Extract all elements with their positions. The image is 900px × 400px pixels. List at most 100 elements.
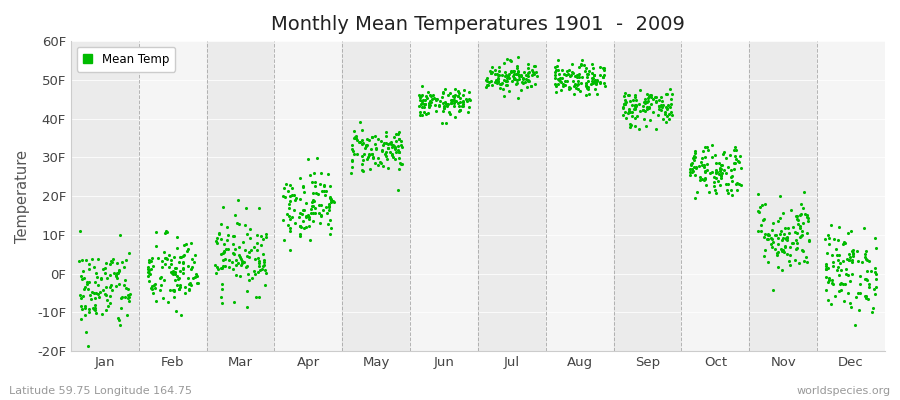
Point	[231, 197, 246, 204]
Point	[786, 240, 800, 246]
Point	[436, 99, 450, 106]
Point	[842, 290, 856, 296]
Point	[442, 109, 456, 115]
Point	[349, 136, 364, 143]
Point	[436, 103, 451, 109]
Point	[626, 101, 640, 108]
Point	[161, 298, 176, 305]
Point	[550, 63, 564, 70]
Point	[307, 170, 321, 176]
Point	[500, 75, 515, 82]
Point	[77, 312, 92, 318]
Point	[210, 264, 224, 270]
Point	[382, 144, 396, 151]
Point	[713, 166, 727, 172]
Point	[279, 181, 293, 187]
Point	[526, 63, 541, 70]
Point	[436, 108, 450, 114]
Point	[780, 251, 795, 258]
Point	[348, 134, 363, 141]
Point	[296, 218, 310, 224]
Point	[652, 102, 666, 109]
Point	[800, 212, 814, 219]
Point	[243, 234, 257, 241]
Point	[415, 98, 429, 105]
Point	[726, 160, 741, 166]
Point	[526, 67, 540, 73]
Point	[782, 258, 796, 264]
Point	[392, 136, 406, 142]
Point	[215, 280, 230, 287]
Point	[443, 90, 457, 96]
Point	[697, 162, 711, 168]
Point	[158, 230, 173, 236]
Point	[616, 93, 631, 99]
Point	[788, 213, 803, 219]
Point	[392, 136, 406, 142]
Point	[122, 294, 136, 300]
Point	[627, 92, 642, 98]
Bar	[545, 41, 614, 351]
Point	[441, 92, 455, 98]
Point	[382, 140, 397, 146]
Point	[511, 76, 526, 82]
Point	[643, 116, 657, 123]
Point	[356, 127, 370, 134]
Point	[573, 88, 588, 94]
Point	[497, 60, 511, 66]
Point	[628, 123, 643, 129]
Point	[484, 78, 499, 84]
Point	[635, 102, 650, 109]
Point	[708, 169, 723, 175]
Point	[347, 128, 362, 134]
Point	[443, 111, 457, 117]
Point	[292, 230, 307, 237]
Point	[753, 204, 768, 210]
Point	[842, 277, 857, 284]
Point	[82, 306, 96, 312]
Point	[549, 88, 563, 95]
Point	[795, 233, 809, 239]
Point	[76, 276, 90, 282]
Point	[184, 266, 198, 272]
Point	[431, 102, 446, 109]
Point	[82, 309, 96, 315]
Point	[122, 298, 136, 304]
Point	[644, 94, 658, 100]
Point	[176, 259, 190, 266]
Point	[579, 92, 593, 98]
Point	[345, 142, 359, 148]
Point	[363, 166, 377, 172]
Point	[845, 251, 859, 258]
Point	[388, 156, 402, 162]
Point	[491, 80, 505, 87]
Point	[859, 295, 873, 301]
Point	[237, 259, 251, 266]
Point	[491, 72, 506, 79]
Point	[447, 94, 462, 100]
Point	[617, 90, 632, 96]
Point	[457, 86, 472, 93]
Point	[411, 102, 426, 109]
Point	[728, 147, 742, 153]
Point	[721, 181, 735, 187]
Point	[567, 83, 581, 90]
Point	[507, 76, 521, 82]
Point	[571, 72, 585, 79]
Point	[566, 91, 580, 98]
Point	[415, 92, 429, 98]
Point	[214, 236, 229, 242]
Point	[282, 205, 296, 211]
Point	[456, 92, 471, 99]
Point	[491, 78, 505, 84]
Point	[525, 72, 539, 78]
Point	[447, 85, 462, 92]
Point	[454, 103, 469, 110]
Point	[726, 147, 741, 153]
Point	[860, 257, 874, 264]
Point	[368, 141, 382, 148]
Point	[782, 244, 796, 250]
Point	[304, 202, 319, 209]
Point	[302, 215, 316, 222]
Point	[652, 103, 667, 109]
